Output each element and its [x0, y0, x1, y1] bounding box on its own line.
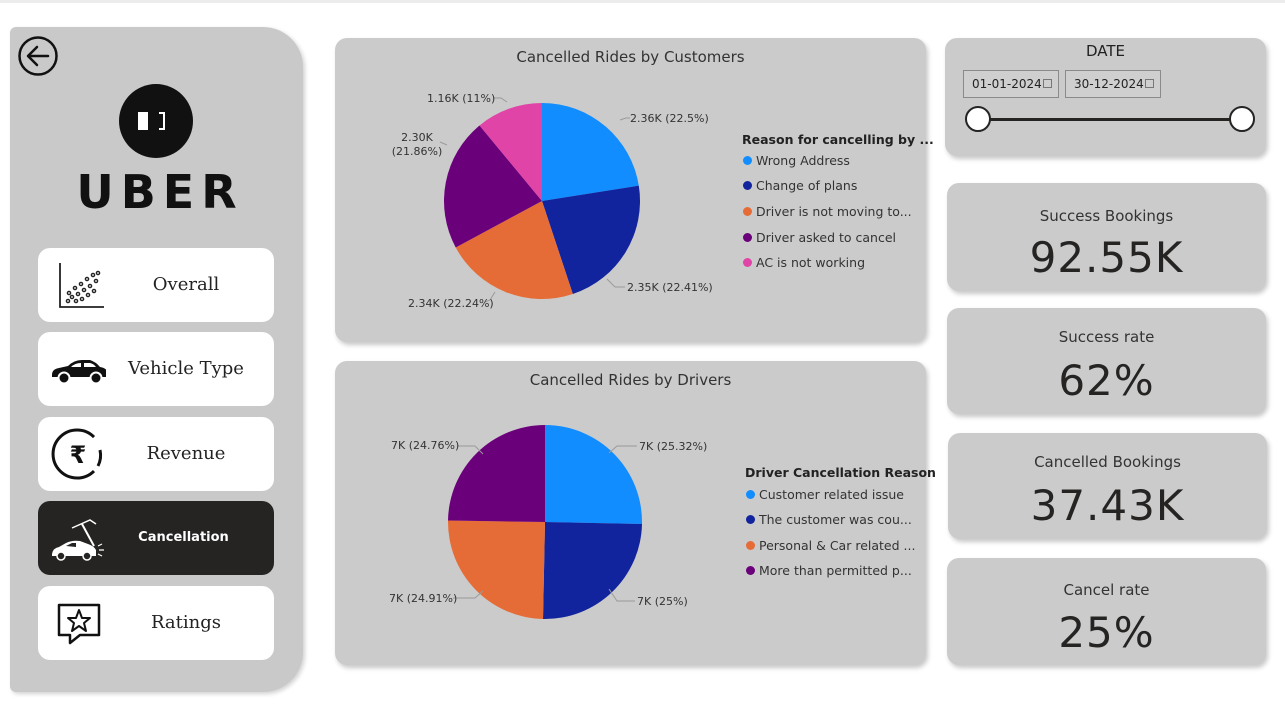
date-range-start-handle[interactable] — [965, 106, 991, 132]
pie-data-label: 7K (25.32%) — [639, 440, 708, 453]
pie-slice[interactable] — [543, 522, 642, 620]
car-crash-icon — [52, 519, 104, 561]
pie-slice[interactable] — [479, 103, 542, 201]
uber-logo-icon — [119, 84, 193, 158]
kpi-value: 25% — [1058, 608, 1155, 657]
pie-data-label: 2.35K (22.41%) — [627, 281, 713, 294]
pie-data-label: 2.34K (22.24%) — [408, 297, 494, 310]
date-slicer-title: DATE — [1085, 42, 1126, 60]
pie-data-label: 7K (25%) — [637, 595, 688, 608]
legend-item[interactable]: Personal & Car related ... — [746, 538, 915, 553]
car-icon — [52, 360, 106, 385]
nav-overall-button[interactable]: Overall — [38, 248, 274, 322]
kpi-cancel-rate-card: Cancel rate 25% — [947, 558, 1266, 665]
pie-leader-line — [608, 588, 635, 602]
kpi-value: 62% — [1058, 356, 1155, 405]
pie-slice[interactable] — [542, 185, 640, 295]
chart-title: Cancelled Rides by Customers — [516, 48, 745, 66]
pie-data-label: 1.16K (11%) — [427, 92, 496, 105]
pie-slice[interactable] — [542, 103, 639, 201]
nav-cancellation-label: Cancellation — [138, 530, 229, 545]
legend-item[interactable]: Change of plans — [743, 178, 857, 193]
date-range-end-handle[interactable] — [1229, 106, 1255, 132]
pie-data-label: 2.30K (21.86%) — [391, 131, 443, 158]
pie-leader-line — [619, 117, 630, 121]
customer-cancellation-pie[interactable] — [335, 38, 926, 342]
pie-slice[interactable] — [448, 425, 545, 522]
end-date-input[interactable]: 30-12-2024 — [1065, 70, 1161, 98]
customer-cancellation-card: Cancelled Rides by Customers 2.36K (22.5… — [335, 38, 934, 342]
svg-text:₹: ₹ — [70, 441, 87, 469]
pie-data-label: 7K (24.76%) — [391, 439, 460, 452]
sidebar: UBER Overall Vehicle Type — [10, 27, 303, 692]
scatter-chart-icon — [59, 263, 104, 308]
legend-item[interactable]: The customer was cou... — [746, 512, 912, 527]
nav-ratings-label: Ratings — [150, 612, 222, 633]
legend-item[interactable]: Wrong Address — [743, 153, 850, 168]
calendar-icon — [1043, 79, 1052, 88]
pie-data-label: 2.36K (22.5%) — [630, 112, 709, 125]
kpi-label: Success rate — [1058, 328, 1155, 346]
nav-vehicle-type-label: Vehicle Type — [128, 358, 244, 379]
pie-slice[interactable] — [444, 125, 542, 248]
pie-slice[interactable] — [455, 201, 573, 299]
kpi-value: 92.55K — [1029, 233, 1184, 282]
legend-title: Reason for cancelling by ... — [742, 132, 934, 147]
start-date-input[interactable]: 01-01-2024 — [963, 70, 1059, 98]
top-border — [0, 0, 1285, 3]
legend-item[interactable]: More than permitted p... — [746, 563, 912, 578]
uber-logo-text: UBER — [76, 165, 244, 219]
driver-cancellation-card: Cancelled Rides by Drivers 7K (25.32%) 7… — [335, 361, 936, 665]
legend-item[interactable]: Customer related issue — [746, 487, 904, 502]
kpi-success-bookings-card: Success Bookings 92.55K — [947, 183, 1266, 291]
nav-ratings-button[interactable]: Ratings — [38, 586, 274, 660]
chart-title: Cancelled Rides by Drivers — [529, 371, 732, 389]
kpi-cancelled-bookings-card: Cancelled Bookings 37.43K — [948, 433, 1267, 539]
pie-leader-line — [608, 445, 637, 454]
back-arrow-icon[interactable] — [17, 35, 59, 77]
nav-overall-label: Overall — [152, 274, 220, 295]
pie-data-label: 7K (24.91%) — [389, 592, 458, 605]
kpi-label: Cancelled Bookings — [1034, 453, 1181, 471]
pie-leader-line — [484, 291, 496, 303]
calendar-icon — [1145, 79, 1154, 88]
driver-cancellation-pie[interactable] — [335, 361, 926, 665]
kpi-success-rate-card: Success rate 62% — [947, 308, 1266, 414]
nav-revenue-button[interactable]: ₹ Revenue — [38, 417, 274, 491]
legend-item[interactable]: Driver asked to cancel — [743, 230, 896, 245]
nav-cancellation-button[interactable]: Cancellation — [38, 501, 274, 575]
kpi-label: Cancel rate — [1063, 581, 1150, 599]
legend-title: Driver Cancellation Reason — [745, 465, 936, 480]
pie-leader-line — [457, 445, 484, 455]
pie-leader-line — [493, 97, 508, 103]
pie-leader-line — [439, 141, 448, 146]
nav-vehicle-type-button[interactable]: Vehicle Type — [38, 332, 274, 406]
rupee-icon: ₹ — [51, 428, 103, 480]
pie-leader-line — [606, 278, 625, 288]
legend-item[interactable]: AC is not working — [743, 255, 865, 270]
kpi-label: Success Bookings — [1039, 207, 1174, 225]
legend-item[interactable]: Driver is not moving to... — [743, 204, 912, 219]
pie-slice[interactable] — [447, 520, 545, 619]
pie-leader-line — [453, 590, 484, 599]
date-slicer-card: DATE 01-01-2024 30-12-2024 — [945, 38, 1266, 156]
pie-slice[interactable] — [545, 425, 642, 524]
nav-revenue-label: Revenue — [146, 443, 226, 464]
kpi-value: 37.43K — [1030, 481, 1185, 530]
star-review-icon — [57, 603, 101, 645]
date-range-slider-track[interactable] — [978, 118, 1242, 121]
